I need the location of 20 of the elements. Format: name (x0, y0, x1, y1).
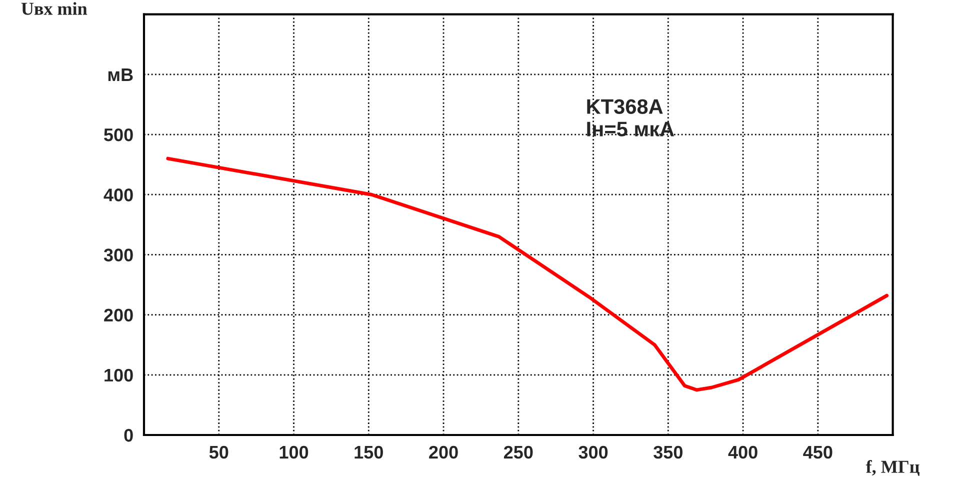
x-tick-label: 300 (578, 446, 608, 459)
y-tick-label: 0 (124, 428, 133, 442)
y-tick-label: 200 (104, 308, 133, 322)
x-axis-title: f, МГц (866, 460, 920, 476)
x-tick-label: 450 (803, 446, 832, 459)
x-tick-label: 200 (429, 446, 458, 459)
x-tick-label: 350 (654, 446, 682, 459)
y-tick-label: 300 (104, 248, 133, 262)
x-tick-label: 400 (728, 446, 758, 459)
x-tick-label: 250 (504, 446, 533, 459)
x-tick-label: 150 (354, 446, 383, 459)
x-tick-label: 100 (280, 446, 308, 459)
y-tick-label: 400 (104, 188, 133, 202)
x-tick-label: 50 (209, 446, 228, 459)
y-tick-label: мВ (108, 68, 133, 81)
line-series (166, 156, 889, 392)
y-axis-title: Uвх min (21, 2, 88, 15)
y-tick-label: 100 (104, 368, 133, 382)
annotation: KT368A Iн=5 мкА (587, 99, 674, 136)
y-tick-label: 500 (104, 128, 133, 142)
